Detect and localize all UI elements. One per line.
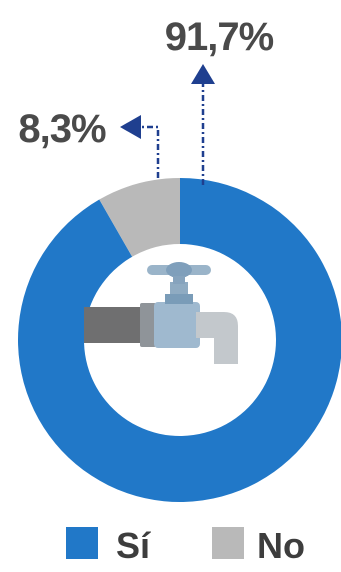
donut-slice-si xyxy=(18,178,341,502)
data-label-no: 8,3% xyxy=(18,107,106,151)
legend-swatch-no xyxy=(212,527,244,559)
legend-swatch-si xyxy=(66,527,98,559)
legend-label-si: Sí xyxy=(116,525,151,566)
legend: Sí No xyxy=(66,525,305,566)
legend-label-no: No xyxy=(257,525,305,566)
data-label-si: 91,7% xyxy=(165,15,274,59)
donut-slices xyxy=(18,178,341,502)
arrowhead-si xyxy=(191,64,215,84)
arrowhead-no xyxy=(120,115,141,139)
leader-arrows xyxy=(120,64,215,185)
donut-slice-no xyxy=(99,178,180,257)
water-faucet-icon xyxy=(84,262,238,364)
leader-arrow-no xyxy=(140,125,160,178)
